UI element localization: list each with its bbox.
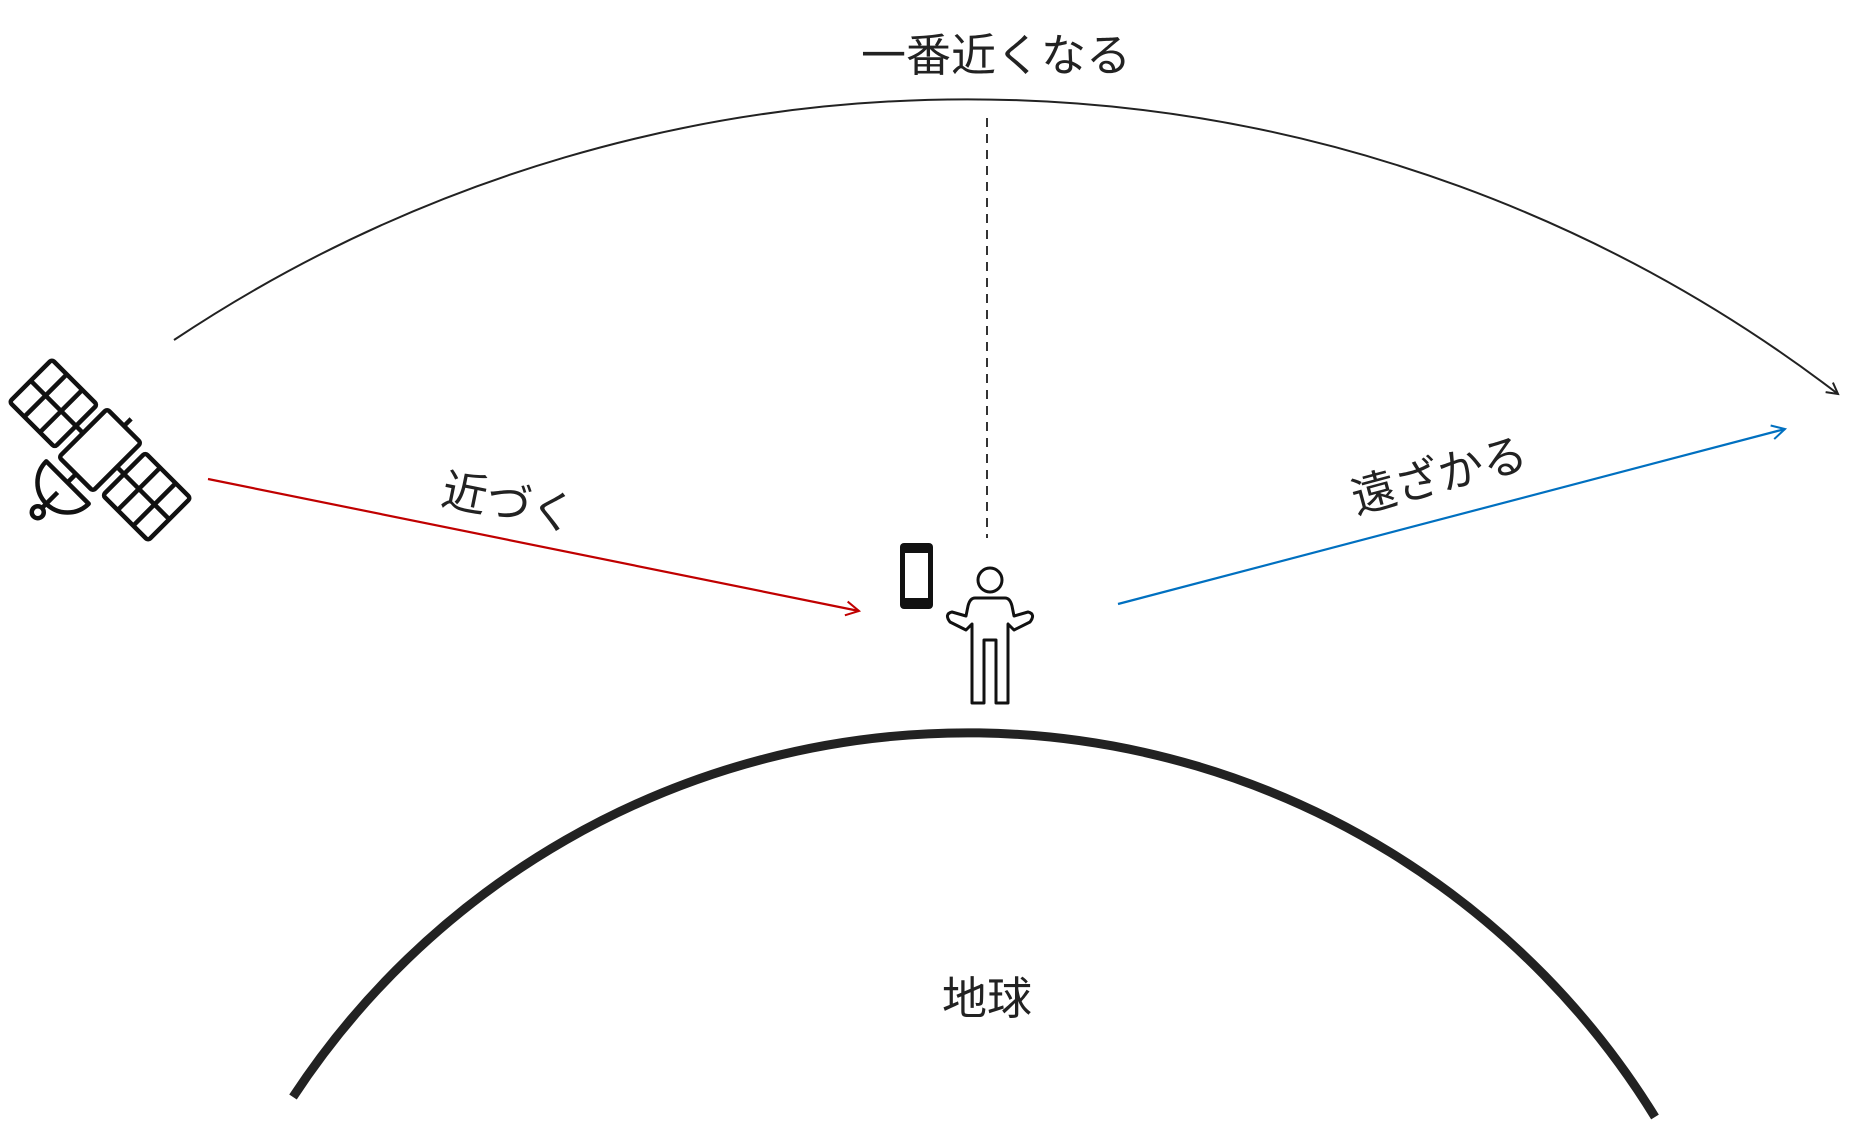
phone-icon <box>900 543 933 609</box>
earth-arc <box>289 728 1659 1120</box>
orbit-arc <box>173 98 1838 394</box>
earth-label: 地球 <box>942 972 1032 1025</box>
recede-label: 遠ざかる <box>1345 427 1533 525</box>
closest-label: 一番近くなる <box>861 29 1131 82</box>
satellite-icon <box>8 358 192 542</box>
person-icon <box>945 566 1035 705</box>
approach-arrow <box>207 477 859 611</box>
recede-arrow <box>1117 429 1785 606</box>
